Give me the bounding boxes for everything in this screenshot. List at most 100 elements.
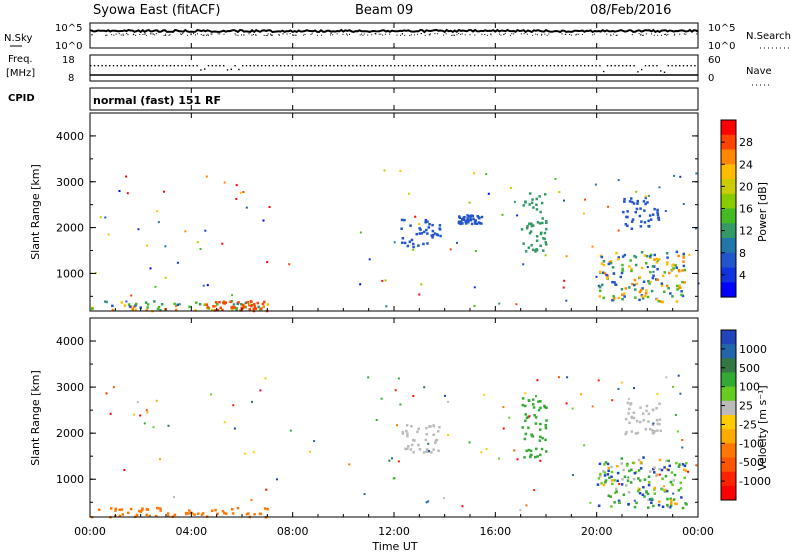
colorbar-swatch [721,485,736,501]
heatmap-cell [125,175,128,178]
heatmap-cell [541,436,544,440]
nave-dot [584,65,586,67]
heatmap-cell [425,228,428,232]
noise-search-dot [122,33,124,35]
heatmap-cell [665,489,669,493]
heatmap-cell [401,241,404,244]
heatmap-cell [584,198,586,201]
colorbar-swatch [721,208,736,224]
noise-right-tick-bottom: 10^0 [708,41,735,52]
freq-label-1: Freq. [8,54,33,65]
nave-dot [416,65,419,67]
nave-dot [291,65,293,67]
nave-dot [173,65,175,67]
heatmap-cell [244,452,247,455]
noise-search-dot [367,34,369,36]
noise-right-tick-top: 10^5 [708,23,735,34]
heatmap-cell [111,308,115,312]
heatmap-cell [682,254,685,257]
heatmap-cell [670,501,673,504]
heatmap-cell [375,419,378,421]
heatmap-cell [695,172,698,175]
heatmap-cell [681,294,685,298]
heatmap-cell [591,405,594,408]
heatmap-cell [652,504,655,508]
heatmap-cell [240,303,243,306]
heatmap-cell [637,487,640,490]
heatmap-cell [661,505,665,508]
noise-search-dot [615,35,617,36]
heatmap-cell [607,469,610,473]
noise-search-dot [142,33,144,35]
heatmap-cell [545,419,548,422]
heatmap-cell [627,397,630,400]
nave-dot [667,65,669,67]
heatmap-cell [530,201,534,205]
noise-search-dot [509,34,511,36]
heatmap-cell [667,505,670,508]
colorbar-swatch [721,149,736,165]
heatmap-cell [230,300,234,303]
heatmap-cell [665,376,668,379]
heatmap-cell [610,479,614,482]
heatmap-cell [663,290,666,293]
heatmap-cell [683,464,687,468]
heatmap-cell [607,466,610,470]
nave-dot [694,65,696,67]
heatmap-cell [250,300,253,303]
heatmap-cell [136,401,139,404]
heatmap-cell [114,509,117,512]
noise-search-dot [640,34,642,36]
noise-search-dot [135,34,137,36]
noise-search-dot [144,33,146,35]
heatmap-cell [449,248,452,251]
heatmap-cell [430,234,433,237]
nave-dot [154,65,156,67]
noise-search-dot [664,34,666,35]
noise-search-dot [696,33,698,35]
noise-search-dot [219,33,221,35]
heatmap-cell [204,229,207,232]
heatmap-cell [545,220,548,223]
heatmap-cell [651,276,655,280]
heatmap-cell [415,232,418,236]
heatmap-cell [130,294,133,297]
heatmap-cell [112,386,115,389]
nave-dot [158,65,160,67]
heatmap-cell [663,485,665,488]
heatmap-cell [163,190,165,193]
heatmap-cell [682,203,685,205]
heatmap-cell [683,468,686,471]
heatmap-cell [473,305,476,307]
heatmap-cell [223,421,226,424]
nave-dot [150,65,153,67]
heatmap-cell [628,200,632,203]
noise-search-dot [409,35,411,36]
heatmap-cell [600,482,603,485]
heatmap-cell [653,207,656,211]
heatmap-cell [649,470,652,473]
heatmap-cell [247,512,250,515]
heatmap-cell [638,276,642,279]
nave-dot [641,68,643,71]
heatmap-cell [429,425,432,428]
heatmap-cell [245,206,248,209]
heatmap-cell [650,497,654,501]
nave-dot [587,65,590,67]
heatmap-cell [656,278,659,282]
heatmap-cell [414,215,417,218]
nave-dot [310,65,312,67]
heatmap-cell [623,197,626,201]
heatmap-cell [610,465,613,469]
heatmap-cell [599,270,602,273]
heatmap-cell [580,393,582,396]
heatmap-cell [524,419,527,423]
heatmap-cell [594,183,597,186]
noise-search-dot [594,33,595,35]
heatmap-cell [522,242,525,245]
heatmap-cell [131,308,134,311]
heatmap-cell [159,309,162,312]
heatmap-cell [676,288,679,291]
nave-dot [390,65,392,67]
heatmap-cell [193,513,196,516]
